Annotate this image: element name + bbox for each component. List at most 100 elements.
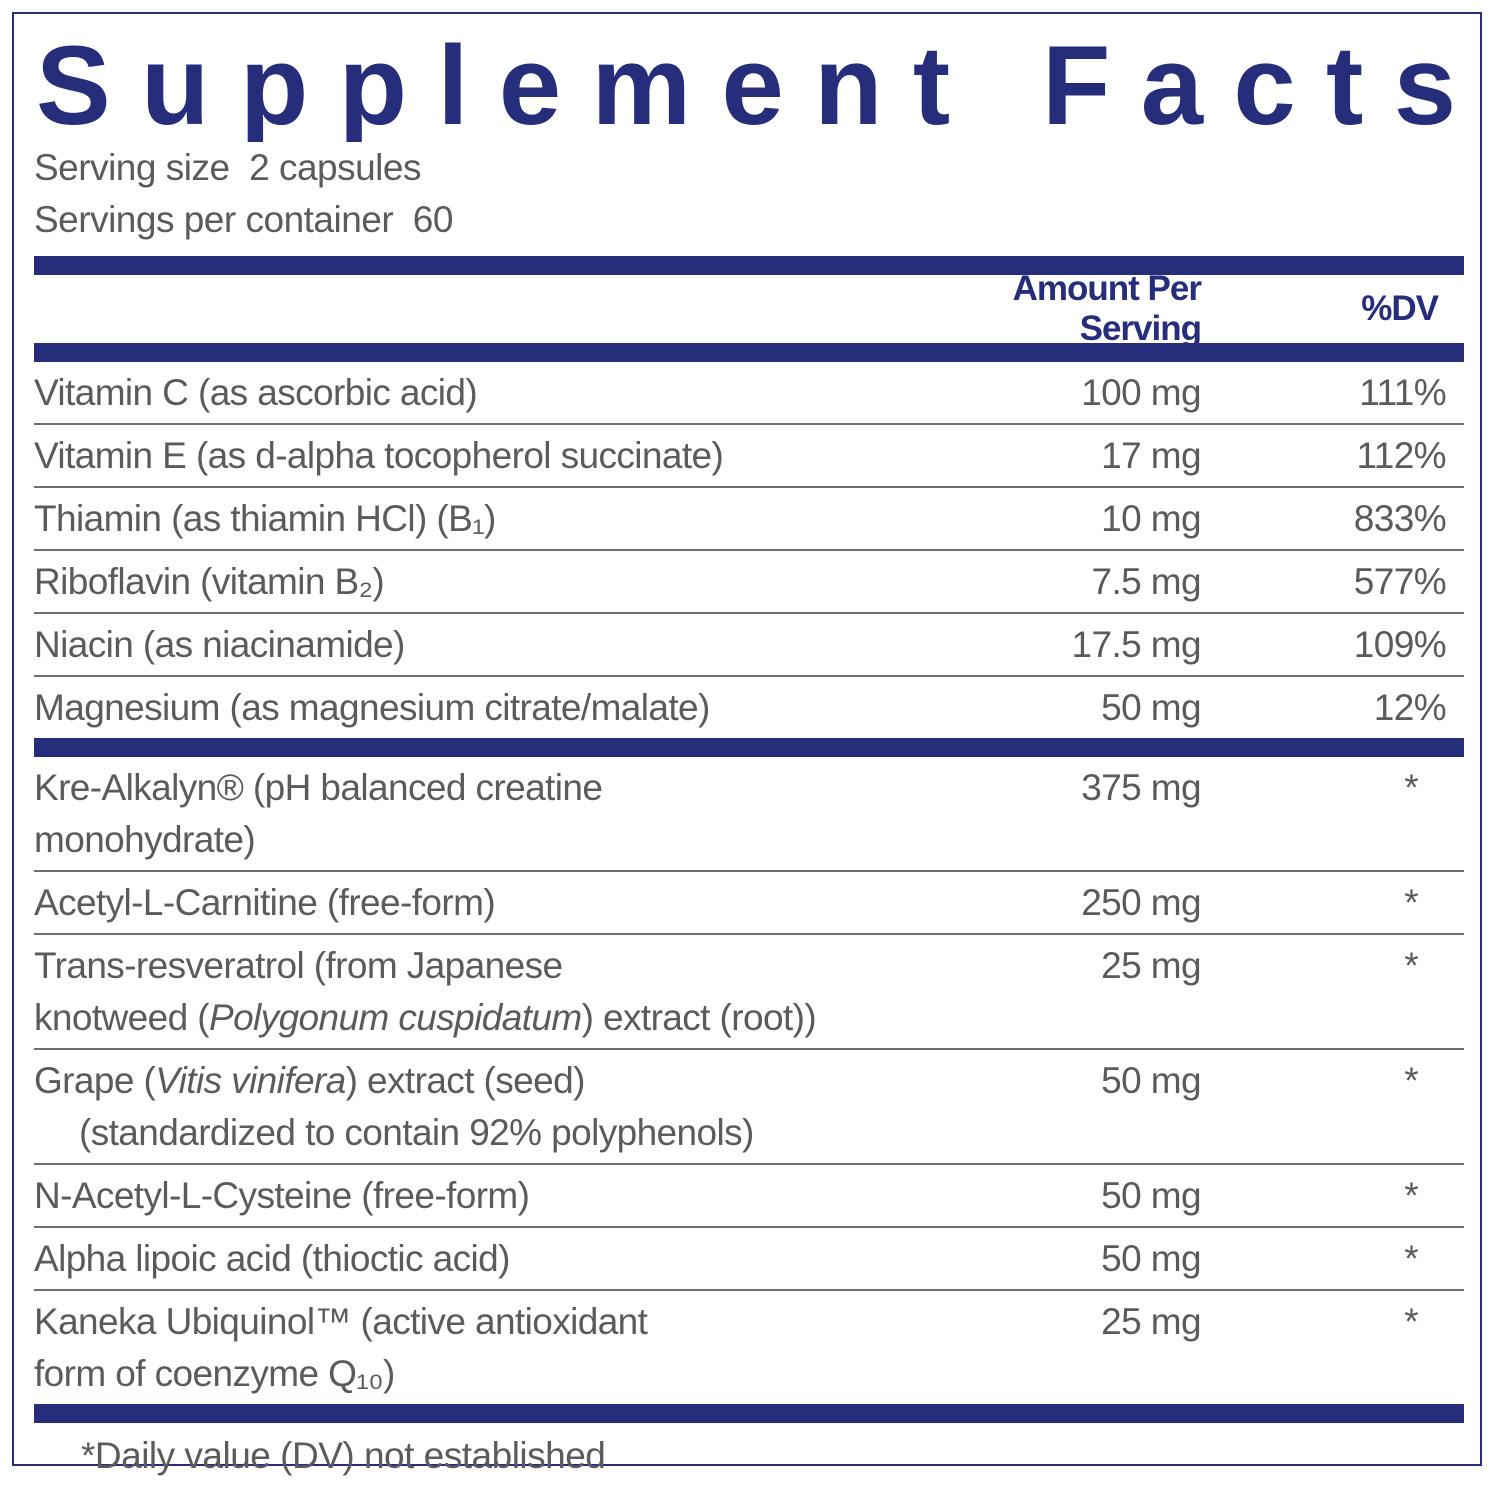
nutrient-name: Magnesium (as magnesium citrate/malate)	[34, 682, 901, 734]
name-line: (standardized to contain 92% polyphenols…	[34, 1107, 901, 1159]
amount: 7.5 mg	[1091, 561, 1201, 602]
label: Supplement Facts Serving size 2 capsules…	[34, 14, 1464, 1477]
name-text: form of coenzyme Q₁₀)	[34, 1353, 395, 1394]
name-line: form of coenzyme Q₁₀)	[34, 1348, 901, 1400]
nutrient-row: Riboflavin (vitamin B₂) 7.5 mg 577%	[34, 551, 1464, 614]
daily-value: 109%	[1353, 624, 1447, 665]
daily-value: 577%	[1353, 561, 1447, 602]
name-text: Magnesium (as magnesium citrate/malate)	[34, 687, 710, 728]
daily-value: *	[1404, 1175, 1418, 1216]
daily-value: 833%	[1353, 498, 1447, 539]
name-line: Riboflavin (vitamin B₂)	[34, 556, 901, 608]
daily-value: 12%	[1373, 687, 1447, 728]
nutrient-name: Acetyl-L-Carnitine (free-form)	[34, 877, 901, 929]
name-text: Kaneka Ubiquinol™ (active antioxidant	[34, 1301, 648, 1342]
amount: 50 mg	[1101, 687, 1201, 728]
amount: 25 mg	[1101, 1301, 1201, 1342]
amount: 250 mg	[1081, 882, 1201, 923]
daily-value: 111%	[1359, 372, 1446, 413]
name-line: Trans-resveratrol (from Japanese	[34, 940, 901, 992]
name-text: Niacin (as niacinamide)	[34, 624, 405, 665]
daily-value: *	[1404, 1238, 1418, 1279]
nutrient-row: Vitamin C (as ascorbic acid) 100 mg 111%	[34, 362, 1464, 425]
servings-value: 60	[412, 199, 454, 240]
nutrient-name: Alpha lipoic acid (thioctic acid)	[34, 1233, 901, 1285]
amount: 375 mg	[1081, 767, 1201, 808]
serving-size-value: 2 capsules	[249, 147, 421, 188]
name-text: Alpha lipoic acid (thioctic acid)	[34, 1238, 510, 1279]
name-text: monohydrate)	[34, 819, 256, 860]
name-text: Vitamin E (as d-alpha tocopherol succina…	[34, 435, 724, 476]
daily-value: *	[1404, 767, 1418, 808]
nutrient-row: Thiamin (as thiamin HCl) (B₁) 10 mg 833%	[34, 488, 1464, 551]
amount: 17.5 mg	[1071, 624, 1202, 665]
nutrient-name: Grape (Vitis vinifera) extract (seed) (st…	[34, 1055, 901, 1159]
name-text: Grape (	[34, 1060, 156, 1101]
name-text: ) extract (root))	[581, 997, 817, 1038]
nutrient-row: Alpha lipoic acid (thioctic acid) 50 mg *	[34, 1228, 1464, 1291]
name-line: Thiamin (as thiamin HCl) (B₁)	[34, 493, 901, 545]
nutrient-name: Riboflavin (vitamin B₂)	[34, 556, 901, 608]
name-line: Alpha lipoic acid (thioctic acid)	[34, 1233, 901, 1285]
servings-label: Servings per container	[34, 199, 394, 240]
servings-per-container: Servings per container 60	[34, 194, 1464, 246]
nutrient-row: Kre-Alkalyn® (pH balanced creatine monohy…	[34, 757, 1464, 872]
amount: 25 mg	[1101, 945, 1201, 986]
nutrient-name: Trans-resveratrol (from Japanese knotweed…	[34, 940, 901, 1044]
name-line: Vitamin C (as ascorbic acid)	[34, 367, 901, 419]
name-text: Polygonum cuspidatum	[209, 997, 582, 1038]
daily-value: *	[1404, 1301, 1418, 1342]
title: Supplement Facts	[36, 32, 1456, 142]
nutrient-row: Kaneka Ubiquinol™ (active antioxidant for…	[34, 1291, 1464, 1404]
serving-size-label: Serving size	[34, 147, 230, 188]
name-text: N-Acetyl-L-Cysteine (free-form)	[34, 1175, 530, 1216]
nutrient-name: Kre-Alkalyn® (pH balanced creatine monohy…	[34, 762, 901, 866]
name-line: Vitamin E (as d-alpha tocopherol succina…	[34, 430, 901, 482]
nutrient-name: Vitamin C (as ascorbic acid)	[34, 367, 901, 419]
nutrient-row: Magnesium (as magnesium citrate/malate) 5…	[34, 677, 1464, 738]
daily-value: *	[1404, 945, 1418, 986]
thick-rule	[34, 343, 1464, 362]
name-line: N-Acetyl-L-Cysteine (free-form)	[34, 1170, 901, 1222]
amount: 17 mg	[1101, 435, 1201, 476]
thick-rule	[34, 256, 1464, 275]
nutrient-row: Acetyl-L-Carnitine (free-form) 250 mg *	[34, 872, 1464, 935]
nutrient-row: Grape (Vitis vinifera) extract (seed) (st…	[34, 1050, 1464, 1165]
name-text: Vitis vinifera	[155, 1060, 346, 1101]
name-line: Magnesium (as magnesium citrate/malate)	[34, 682, 901, 734]
name-text: Acetyl-L-Carnitine (free-form)	[34, 882, 496, 923]
amount: 50 mg	[1101, 1060, 1201, 1101]
thick-rule	[34, 738, 1464, 757]
name-text: Kre-Alkalyn® (pH balanced creatine	[34, 767, 603, 808]
name-text: Vitamin C (as ascorbic acid)	[34, 372, 478, 413]
amount-header: Amount Per Serving	[1012, 269, 1202, 348]
label-border: Supplement Facts Serving size 2 capsules…	[12, 12, 1482, 1476]
name-text: knotweed (	[34, 997, 210, 1038]
nutrient-row: Niacin (as niacinamide) 17.5 mg 109%	[34, 614, 1464, 677]
serving-size: Serving size 2 capsules	[34, 142, 1464, 194]
nutrient-row: N-Acetyl-L-Cysteine (free-form) 50 mg *	[34, 1165, 1464, 1228]
nutrient-table: Vitamin C (as ascorbic acid) 100 mg 111% Vi…	[34, 362, 1464, 1423]
nutrient-name: Kaneka Ubiquinol™ (active antioxidant for…	[34, 1296, 901, 1400]
name-line: Acetyl-L-Carnitine (free-form)	[34, 877, 901, 929]
name-line: Kre-Alkalyn® (pH balanced creatine	[34, 762, 901, 814]
nutrient-row: Vitamin E (as d-alpha tocopherol succina…	[34, 425, 1464, 488]
name-line: Grape (Vitis vinifera) extract (seed)	[34, 1055, 901, 1107]
name-text: ) extract (seed)	[345, 1060, 586, 1101]
name-text: (standardized to contain 92% polyphenols…	[79, 1112, 754, 1153]
name-text: Riboflavin (vitamin B₂)	[34, 561, 385, 602]
amount: 100 mg	[1081, 372, 1201, 413]
name-text: Thiamin (as thiamin HCl) (B₁)	[34, 498, 496, 539]
title-area: Supplement Facts	[36, 32, 1456, 142]
column-header: Amount Per Serving %DV	[34, 269, 1464, 348]
name-line: Kaneka Ubiquinol™ (active antioxidant	[34, 1296, 901, 1348]
name-line: monohydrate)	[34, 814, 901, 866]
daily-value: *	[1404, 1060, 1418, 1101]
nutrient-row: Trans-resveratrol (from Japanese knotweed…	[34, 935, 1464, 1050]
nutrient-name: Niacin (as niacinamide)	[34, 619, 901, 671]
amount: 10 mg	[1101, 498, 1201, 539]
nutrient-name: Vitamin E (as d-alpha tocopherol succina…	[34, 430, 901, 482]
nutrient-name: N-Acetyl-L-Cysteine (free-form)	[34, 1170, 901, 1222]
daily-value: 112%	[1356, 435, 1447, 476]
